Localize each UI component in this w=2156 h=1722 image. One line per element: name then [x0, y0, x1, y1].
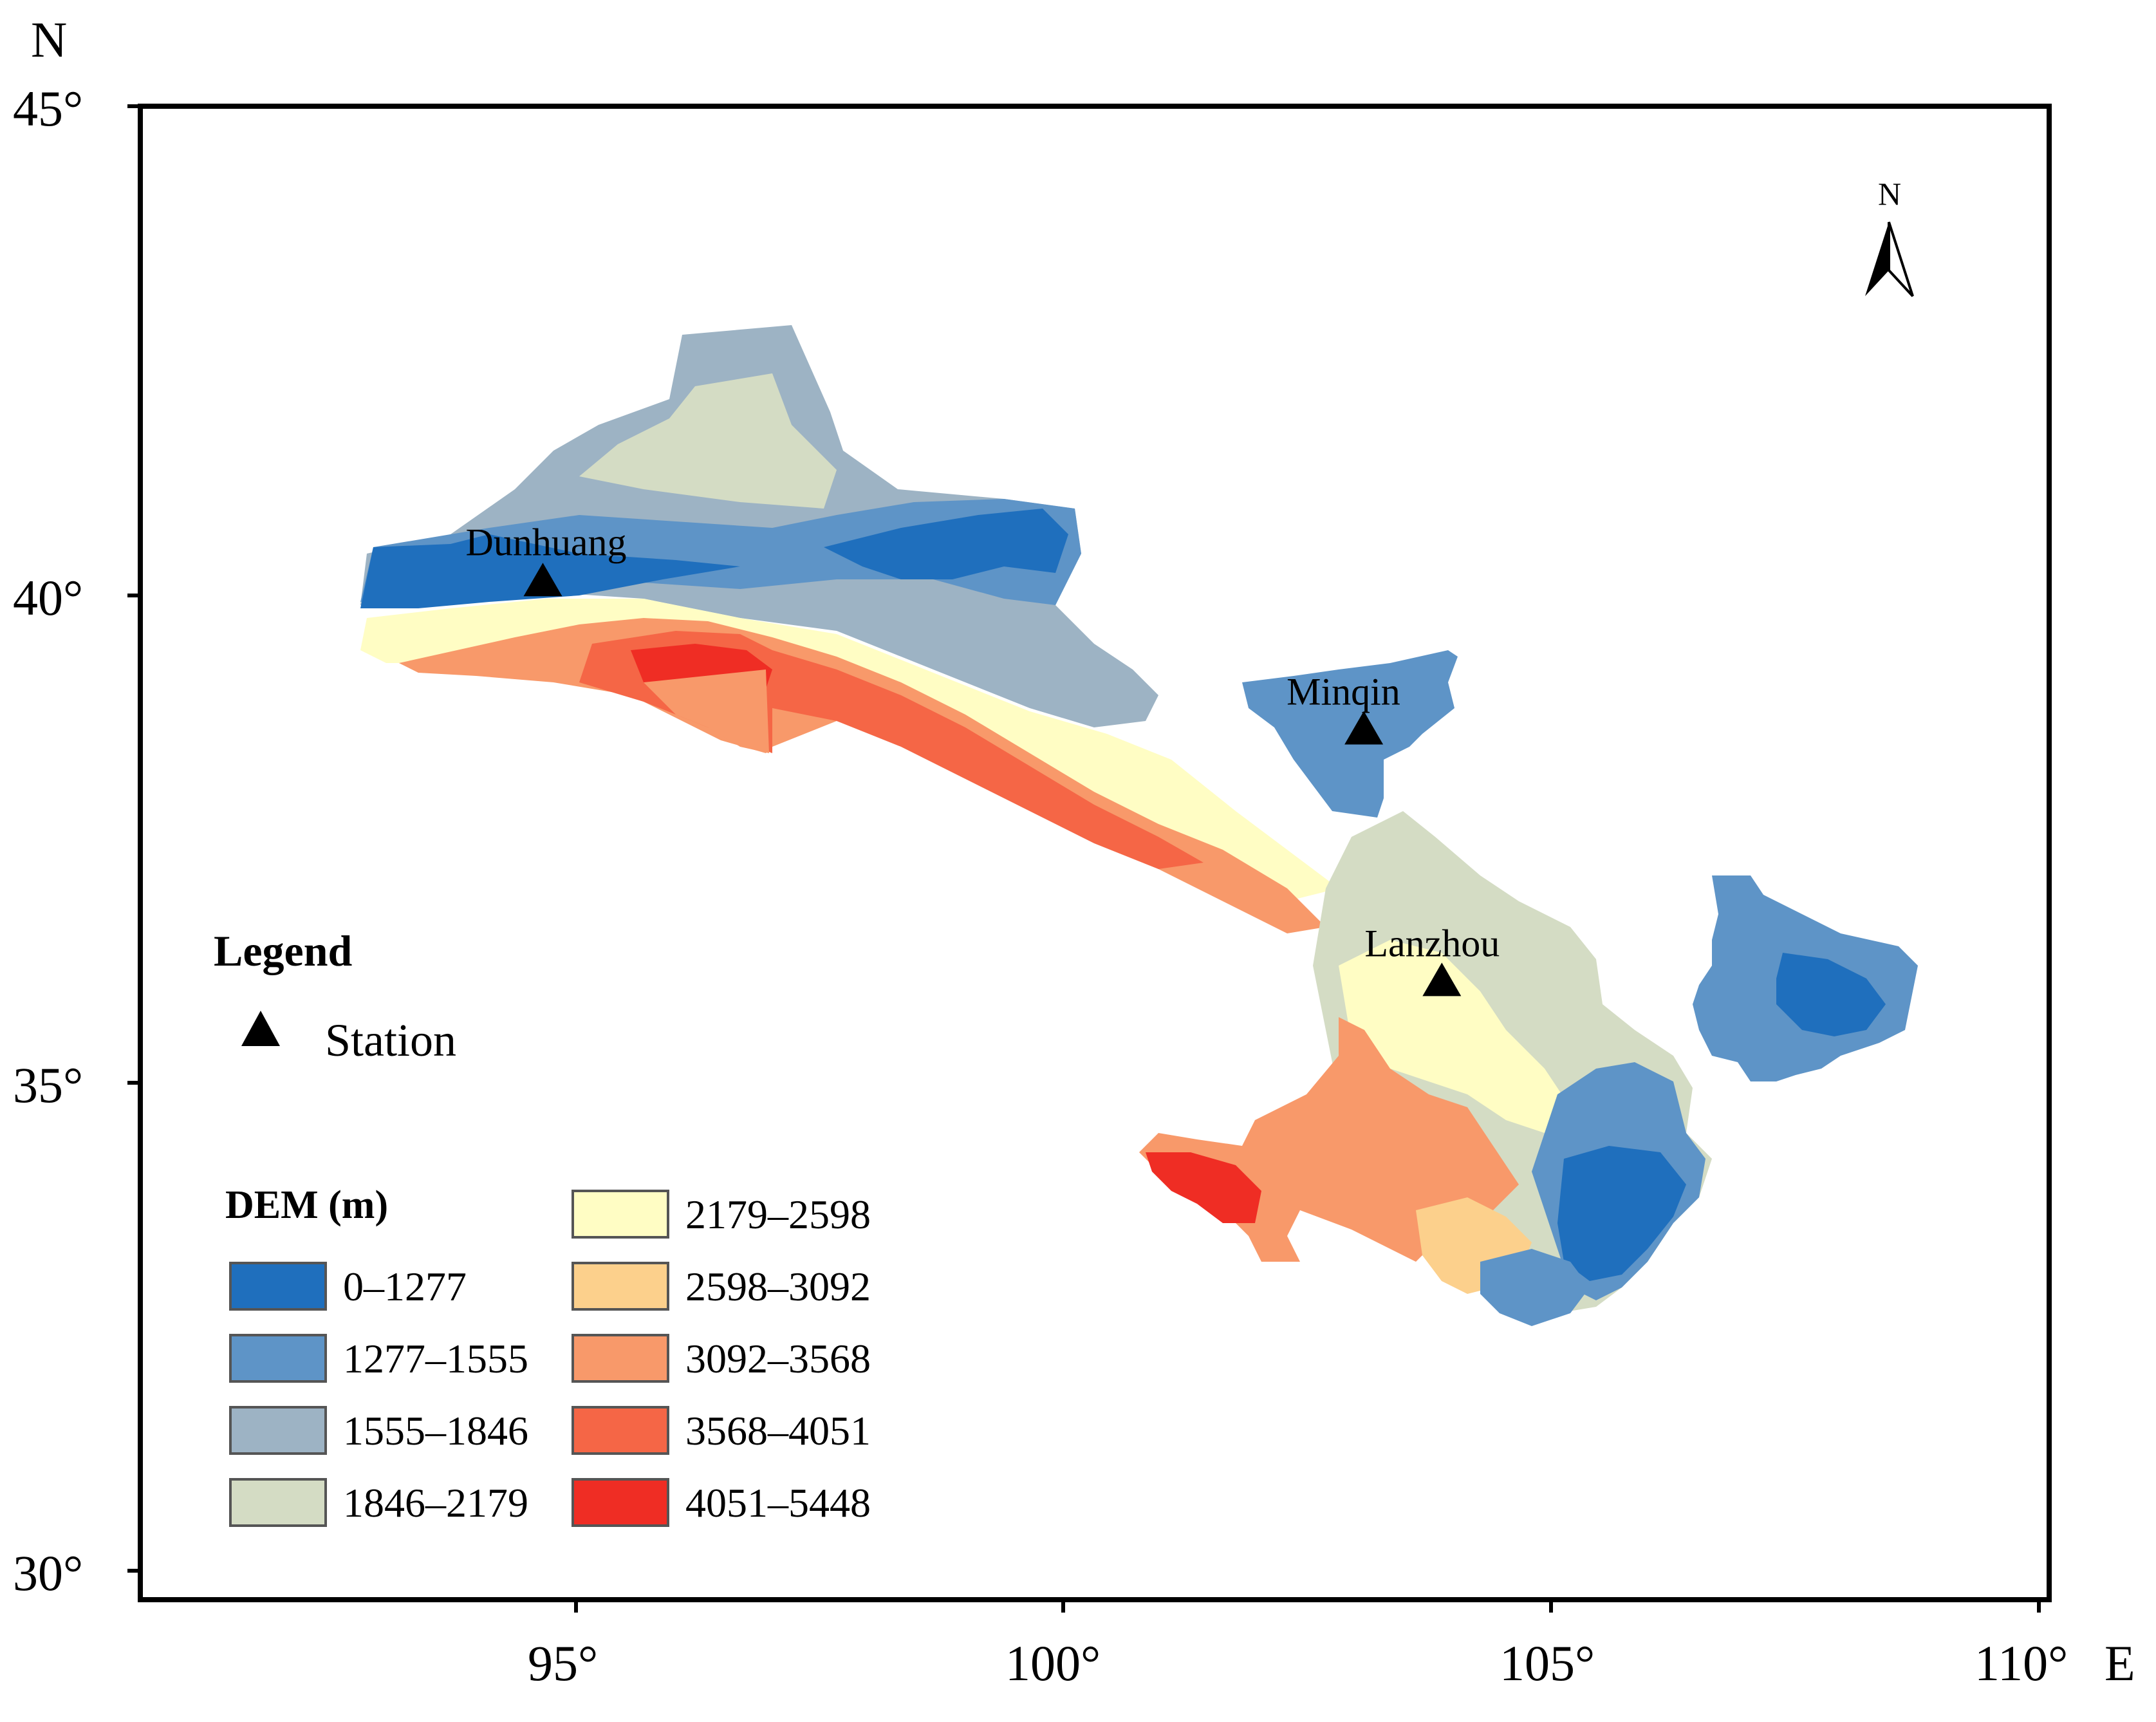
map-frame — [138, 104, 2052, 1602]
dem-class-label: 4051–5448 — [685, 1480, 871, 1526]
station-marker-dunhuang[interactable] — [523, 563, 562, 597]
terrain-dunhuang-basin — [360, 534, 740, 608]
terrain-northwest-plateau — [360, 325, 1158, 727]
lon-tick-label: 110° — [1975, 1635, 2068, 1691]
station-label-lanzhou: Lanzhou — [1364, 922, 1500, 964]
dem-class-swatch — [229, 1334, 327, 1383]
dem-class-label: 1555–1846 — [343, 1408, 528, 1454]
terrain-minqin-basin — [1242, 650, 1458, 818]
east-axis-label: E — [2105, 1635, 2135, 1691]
station-marker-lanzhou[interactable] — [1422, 962, 1462, 997]
lat-tick-label: 30° — [13, 1545, 83, 1601]
terrain-hexi-blue-2 — [824, 509, 1068, 579]
dem-classes: 0–1277 1277–1555 1555–1846 1846–2179 2179–25… — [229, 1190, 871, 1527]
dem-class-label: 1846–2179 — [343, 1480, 528, 1526]
terrain-northwest-sand — [579, 373, 837, 509]
north-axis-label: N — [31, 12, 67, 68]
dem-legend-title: DEM (m) — [225, 1183, 388, 1227]
station-label-minqin: Minqin — [1287, 671, 1400, 713]
dem-class-label: 3568–4051 — [685, 1408, 871, 1454]
dem-class-swatch — [572, 1478, 669, 1527]
north-arrow-left-half — [1865, 222, 1889, 296]
lat-tick-label: 45° — [13, 80, 83, 136]
north-arrow-icon: N — [1865, 176, 1914, 297]
dem-class-label: 3092–3568 — [685, 1336, 871, 1381]
dem-class-label: 0–1277 — [343, 1264, 467, 1309]
dem-class-label: 2179–2598 — [685, 1192, 871, 1237]
dem-class-label: 2598–3092 — [685, 1264, 871, 1309]
lon-tick-label: 95° — [528, 1635, 598, 1691]
terrain-gannan-peaks — [1146, 1152, 1261, 1223]
axis-ticks — [127, 104, 2041, 1613]
lon-tick-label: 105° — [1500, 1635, 1595, 1691]
station-symbol-icon — [241, 1011, 280, 1046]
dem-class-swatch — [229, 1406, 327, 1455]
north-arrow-right-half — [1888, 221, 1914, 297]
legend-station-label: Station — [325, 1015, 456, 1066]
terrain-layers — [360, 325, 1918, 1326]
dem-class-swatch — [572, 1334, 669, 1383]
terrain-east-lowland — [1557, 1146, 1686, 1281]
dem-class-swatch — [572, 1190, 669, 1239]
terrain-loess-yellow — [1339, 940, 1570, 1133]
dem-class-swatch — [572, 1262, 669, 1311]
lat-tick-label: 40° — [13, 570, 83, 626]
dem-class-swatch — [572, 1406, 669, 1455]
terrain-longnan-blue — [1480, 1249, 1590, 1326]
terrain-qingyang-low — [1776, 953, 1886, 1036]
dem-class-label: 1277–1555 — [343, 1336, 528, 1381]
legend: Legend Station DEM (m) 0–1277 1277–1555 15… — [214, 926, 871, 1527]
station-label-dunhuang: Dunhuang — [465, 521, 626, 563]
lat-tick-label: 35° — [13, 1057, 83, 1113]
station-marker-minqin[interactable] — [1344, 711, 1384, 745]
terrain-aksay-block — [644, 669, 769, 753]
stations-layer: Dunhuang Minqin Lanzhou — [465, 521, 1500, 997]
dem-class-swatch — [229, 1262, 327, 1311]
dem-class-swatch — [229, 1478, 327, 1527]
north-arrow-label: N — [1878, 176, 1901, 212]
legend-title: Legend — [214, 926, 353, 975]
axis-labels: N 45° 40° 35° 30° 95° 100° 105° 110° E — [13, 12, 2135, 1691]
lon-tick-label: 100° — [1005, 1635, 1101, 1691]
